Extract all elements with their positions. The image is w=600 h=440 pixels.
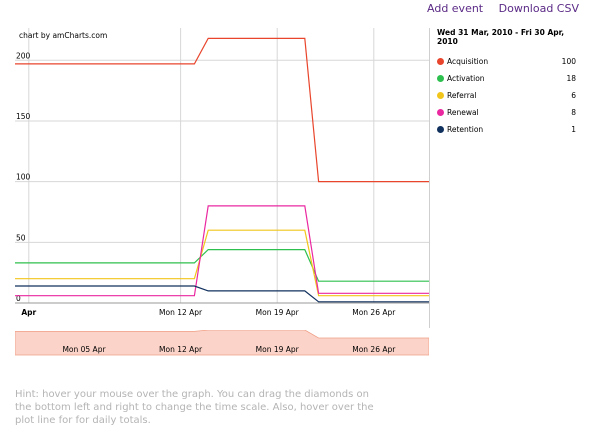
x-tick-label: Apr [21, 308, 36, 317]
legend-item-label: Renewal [447, 108, 479, 117]
scroller-date-label: Mon 19 Apr [256, 345, 300, 354]
hint-text: Hint: hover your mouse over the graph. Y… [15, 389, 374, 426]
chart-credit[interactable]: chart by amCharts.com [19, 31, 108, 40]
legend-item-retention[interactable]: Retention 1 [437, 121, 579, 138]
scroller-date-label: Mon 26 Apr [352, 345, 396, 354]
x-tick-label: Mon 26 Apr [352, 308, 396, 317]
legend-item-label: Activation [447, 74, 485, 83]
legend-dot-icon [437, 58, 444, 65]
x-tick-label: Mon 19 Apr [256, 308, 300, 317]
y-tick-label: 50 [16, 233, 26, 242]
chart-legend: Wed 31 Mar, 2010 - Fri 30 Apr, 2010 Acqu… [437, 28, 579, 138]
series-line-renewal[interactable] [15, 205, 429, 297]
legend-item-label: Acquisition [447, 57, 489, 66]
legend-item-label: Referral [447, 91, 477, 100]
add-event-link[interactable]: Add event [427, 2, 484, 15]
legend-dot-icon [437, 92, 444, 99]
legend-item-renewal[interactable]: Renewal 8 [437, 104, 579, 121]
series-line-retention[interactable] [15, 285, 429, 303]
legend-item-value: 100 [561, 57, 576, 66]
legend-dot-icon [437, 126, 444, 133]
legend-item-value: 18 [566, 74, 576, 83]
time-scroller[interactable]: Mon 05 Apr Mon 12 Apr Mon 19 Apr Mon 26 Apr [14, 329, 430, 360]
scroller-graph[interactable]: Mon 05 Apr Mon 12 Apr Mon 19 Apr Mon 26 Apr [14, 329, 430, 360]
series-line-acquisition[interactable] [15, 37, 429, 183]
legend-dot-icon [437, 109, 444, 116]
legend-dot-icon [437, 75, 444, 82]
y-tick-label: 0 [16, 294, 21, 303]
legend-item-value: 6 [571, 91, 576, 100]
legend-item-value: 1 [571, 125, 576, 134]
legend-item-referral[interactable]: Referral 6 [437, 87, 579, 104]
legend-item-value: 8 [571, 108, 576, 117]
legend-item-activation[interactable]: Activation 18 [437, 70, 579, 87]
legend-item-label: Retention [447, 125, 484, 134]
scroller-date-label: Mon 12 Apr [159, 345, 203, 354]
y-tick-label: 100 [16, 173, 31, 182]
x-tick-label: Mon 12 Apr [159, 308, 203, 317]
y-tick-label: 200 [16, 51, 31, 60]
series-line-referral[interactable] [15, 229, 429, 297]
y-tick-label: 150 [16, 112, 31, 121]
scroller-date-label: Mon 05 Apr [62, 345, 106, 354]
legend-date-range: Wed 31 Mar, 2010 - Fri 30 Apr, 2010 [437, 28, 565, 46]
line-chart[interactable]: 0 50 100 150 200 Apr Mon 12 Apr Mon 19 Apr Mon 2… [15, 28, 429, 328]
download-csv-link[interactable]: Download CSV [498, 2, 579, 15]
top-links: Add event Download CSV [427, 2, 579, 15]
chart-area[interactable]: 0 50 100 150 200 Apr Mon 12 Apr Mon 19 Apr Mon 2… [15, 28, 430, 328]
series-line-activation[interactable] [15, 249, 429, 282]
legend-item-acquisition[interactable]: Acquisition 100 [437, 53, 579, 70]
